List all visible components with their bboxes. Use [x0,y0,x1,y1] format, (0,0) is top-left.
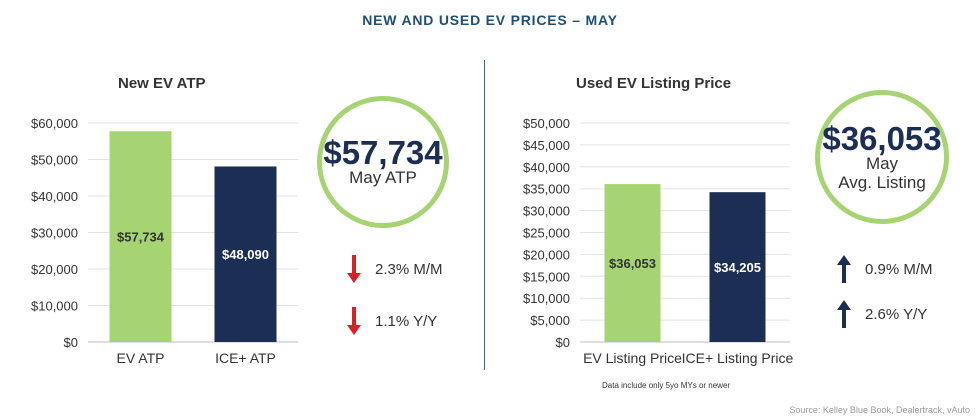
new-ev-chart-y-tick-label: $0 [64,335,78,350]
new-ev-chart-y-tick-label: $20,000 [31,262,78,277]
new-ev-chart-y-tick-label: $40,000 [31,189,78,204]
used-ev-chart-y-tick-label: $45,000 [523,138,570,153]
used-ev-chart-bar-ev [604,184,661,342]
down-arrow-icon [347,307,361,335]
used-ev-chart-y-tick-label: $30,000 [523,204,570,219]
new-ev-chart-bar-ice [214,166,277,342]
used-ev-chart-y-tick-label: $0 [556,335,570,350]
new-ev-chart-category-label: EV ATP [117,350,165,366]
used-ev-stat-mm-text: 0.9% M/M [865,260,933,278]
used-ev-chart-data-label: $34,205 [714,260,761,275]
used-ev-listing-ring-value: $36,053 [822,119,942,157]
used-ev-chart-data-label: $36,053 [609,256,656,271]
new-ev-chart-category-label: ICE+ ATP [215,350,276,366]
panel-divider [484,60,485,370]
used-ev-chart-category-label: ICE+ Listing Price [682,350,794,366]
new-ev-atp-ring-label: May ATP [349,168,417,188]
used-ev-chart-y-tick-label: $15,000 [523,269,570,284]
new-ev-chart-data-label: $57,734 [117,230,165,245]
used-ev-chart-y-tick-label: $40,000 [523,160,570,175]
new-ev-chart-data-label: $48,090 [222,247,269,262]
used-ev-chart-y-tick-label: $5,000 [530,313,570,328]
used-ev-stat-yy-text: 2.6% Y/Y [865,305,928,323]
used-ev-stat-mm: 0.9% M/M [837,255,933,283]
used-ev-chart-bar-ice [709,192,766,342]
new-ev-chart-y-tick-label: $50,000 [31,153,78,168]
new-ev-chart-y-tick-label: $30,000 [31,226,78,241]
new-ev-chart-bar-ev [109,131,172,342]
new-ev-chart-y-tick-label: $10,000 [31,299,78,314]
used-ev-chart-y-tick-label: $50,000 [523,116,570,131]
source-note: Source: Kelley Blue Book, Dealertrack, v… [789,405,970,415]
used-ev-chart-y-tick-label: $10,000 [523,291,570,306]
used-ev-listing-ring-line1: May [865,153,899,173]
used-ev-chart-y-tick-label: $20,000 [523,247,570,262]
used-ev-stat-yy: 2.6% Y/Y [837,300,927,328]
new-ev-stat-yy-text: 1.1% Y/Y [375,312,438,330]
up-arrow-icon [837,300,851,328]
used-ev-listing-ring: $36,053 May Avg. Listing [815,90,949,224]
new-ev-stat-mm-text: 2.3% M/M [375,260,443,278]
new-ev-atp-ring-value: $57,734 [323,134,443,172]
footnote: Data include only 5yo MYs or newer [602,381,731,390]
page-title: NEW AND USED EV PRICES – MAY [362,12,618,28]
used-ev-panel-title: Used EV Listing Price [576,75,732,92]
new-ev-chart-y-tick-label: $60,000 [31,116,78,131]
new-ev-atp-ring: $57,734 May ATP [317,96,449,228]
new-ev-stat-mm: 2.3% M/M [347,255,443,283]
up-arrow-icon [837,255,851,283]
used-ev-listing-ring-line2: Avg. Listing [838,172,926,192]
new-ev-panel-title: New EV ATP [118,75,206,92]
used-ev-chart-category-label: EV Listing Price [583,350,682,366]
used-ev-chart-y-tick-label: $35,000 [523,182,570,197]
used-ev-chart-y-tick-label: $25,000 [523,226,570,241]
new-ev-stat-yy: 1.1% Y/Y [347,307,437,335]
down-arrow-icon [347,255,361,283]
